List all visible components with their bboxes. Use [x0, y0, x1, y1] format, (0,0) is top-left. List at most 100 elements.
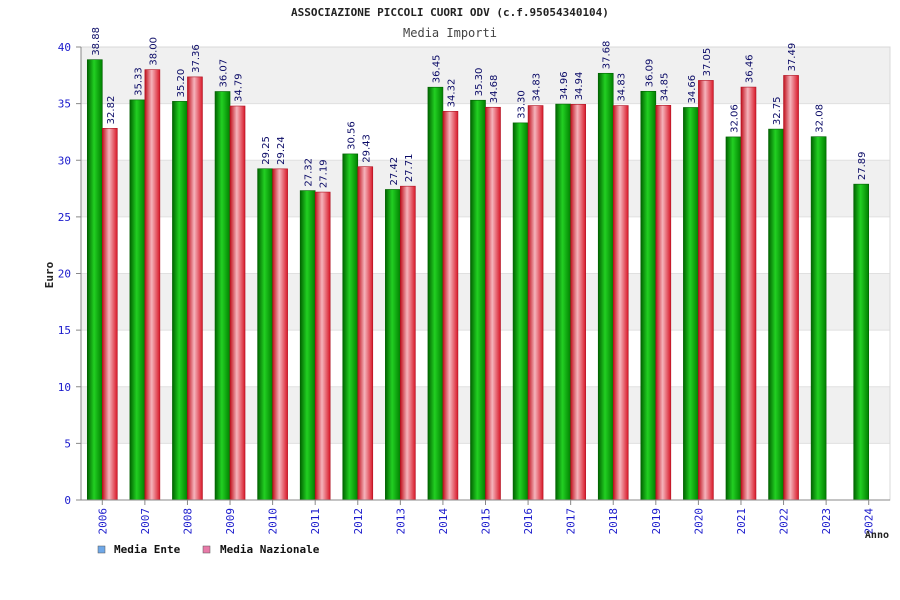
bar-media-nazionale: [612, 105, 629, 501]
data-label: 35.30: [474, 68, 485, 97]
data-label: 34.66: [687, 75, 698, 104]
data-label: 34.85: [659, 73, 670, 102]
bar-media-nazionale: [187, 76, 203, 501]
data-label: 27.42: [389, 157, 400, 186]
x-tick-label: 2022: [778, 508, 791, 535]
bar-media-nazionale: [783, 75, 799, 501]
data-label: 32.06: [729, 104, 740, 133]
bar-media-ente: [640, 90, 657, 501]
legend-swatch-media-nazionale: [202, 545, 211, 554]
data-label: 32.82: [106, 96, 117, 125]
data-label: 34.79: [234, 73, 245, 102]
data-label: 32.08: [815, 104, 826, 133]
bar-media-ente: [768, 128, 784, 501]
bars: [86, 59, 870, 501]
x-tick-label: 2017: [565, 508, 578, 535]
bar-media-ente: [853, 183, 870, 501]
data-label: 32.75: [772, 96, 783, 125]
data-label: 27.32: [304, 158, 315, 187]
x-tick-label: 2023: [820, 508, 833, 535]
bar-media-nazionale: [229, 105, 246, 501]
data-label: 36.45: [431, 55, 442, 84]
data-label: 35.20: [176, 69, 187, 98]
bar-media-ente: [172, 101, 188, 501]
bar-media-ente: [810, 136, 827, 501]
bar-media-nazionale: [144, 69, 161, 501]
bar-media-ente: [86, 59, 103, 501]
x-tick-label: 2015: [480, 508, 493, 535]
data-label: 27.71: [404, 154, 415, 183]
data-label: 29.43: [361, 134, 372, 163]
bar-media-ente: [342, 153, 359, 501]
y-tick-label: 35: [58, 98, 71, 111]
x-tick-label: 2008: [181, 508, 194, 535]
x-tick-label: 2011: [309, 508, 322, 535]
bar-media-nazionale: [442, 111, 459, 501]
chart-title: ASSOCIAZIONE PICCOLI CUORI ODV (c.f.9505…: [291, 6, 609, 19]
data-label: 36.09: [644, 59, 655, 88]
x-tick-label: 2018: [607, 508, 620, 535]
data-label: 34.83: [617, 73, 628, 102]
x-tick-label: 2013: [394, 508, 407, 535]
data-label: 38.88: [91, 27, 102, 56]
bar-media-ente: [512, 122, 529, 501]
bar-media-nazionale: [655, 105, 672, 501]
x-tick-label: 2010: [267, 508, 280, 535]
bar-media-ente: [597, 72, 614, 501]
bar-media-nazionale: [485, 106, 501, 501]
bar-media-nazionale: [314, 191, 331, 501]
data-label: 37.49: [787, 43, 798, 72]
data-label: 33.30: [517, 90, 528, 119]
y-tick-label: 0: [64, 494, 71, 507]
bar-media-ente: [427, 86, 444, 501]
x-axis: 2006 2007 2008 2009 2010 2011 2012 2013 2014 2015…: [81, 499, 890, 535]
data-label: 34.83: [532, 73, 543, 102]
y-axis-label: Euro: [43, 261, 56, 288]
legend: Media Ente Media Nazionale: [97, 543, 320, 556]
bar-media-nazionale: [740, 86, 757, 501]
data-label: 37.05: [702, 48, 713, 77]
y-tick-label: 25: [58, 211, 71, 224]
data-label: 36.46: [744, 54, 755, 83]
bar-media-nazionale: [698, 80, 714, 501]
x-tick-label: 2020: [692, 508, 705, 535]
data-label: 37.36: [191, 44, 202, 73]
data-label: 27.19: [319, 159, 330, 188]
data-label: 34.32: [446, 79, 457, 108]
x-tick-label: 2009: [224, 508, 237, 535]
bar-media-ente: [299, 190, 316, 501]
legend-swatch-media-ente: [97, 545, 106, 554]
y-tick-label: 30: [58, 154, 71, 167]
data-label: 34.96: [559, 71, 570, 100]
x-tick-label: 2012: [352, 508, 365, 535]
chart-subtitle: Media Importi: [403, 26, 497, 40]
bar-media-ente: [683, 107, 699, 501]
x-tick-label: 2021: [735, 508, 748, 535]
data-label: 27.89: [857, 152, 868, 181]
legend-label-media-nazionale: Media Nazionale: [220, 543, 320, 556]
x-tick-label: 2019: [650, 508, 663, 535]
bar-media-nazionale: [527, 105, 544, 501]
x-tick-label: 2007: [139, 508, 152, 535]
data-label: 29.24: [276, 136, 287, 165]
bar-media-nazionale: [101, 128, 118, 501]
x-tick-label: 2006: [96, 508, 109, 535]
value-labels: 38.88 32.82 35.33 38.00 35.20 37.36 36.07 34.79…: [91, 27, 868, 188]
data-label: 38.00: [148, 37, 159, 66]
data-label: 35.33: [133, 67, 144, 96]
y-tick-label: 10: [58, 381, 71, 394]
x-tick-label: 2024: [863, 508, 876, 535]
y-tick-label: 20: [58, 268, 71, 281]
data-label: 36.07: [219, 59, 230, 88]
bar-media-ente: [214, 91, 231, 501]
legend-label-media-ente: Media Ente: [114, 543, 181, 556]
y-tick-label: 40: [58, 41, 71, 54]
bar-media-ente: [725, 136, 742, 501]
data-label: 30.56: [346, 121, 357, 150]
bar-media-ente: [555, 103, 571, 501]
bar-media-ente: [257, 168, 273, 501]
data-label: 34.68: [489, 75, 500, 104]
x-axis-label: Anno: [865, 530, 889, 541]
data-label: 37.68: [602, 41, 613, 70]
